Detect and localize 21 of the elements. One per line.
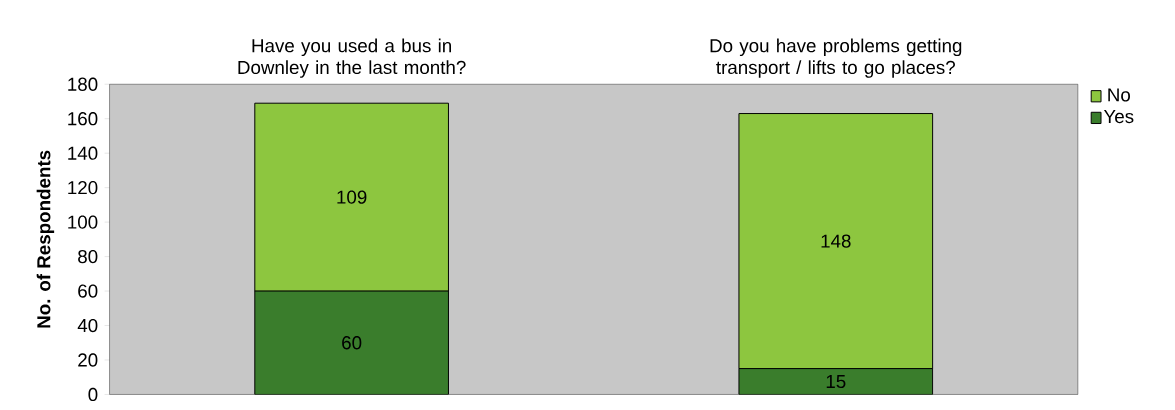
data-label: 148: [821, 234, 851, 248]
y-tick-label: 40: [77, 318, 98, 333]
legend-label: Yes: [1103, 109, 1134, 123]
data-label: 60: [342, 335, 362, 350]
y-axis-title: No. of Respondents: [36, 150, 55, 328]
data-label: 109: [337, 190, 367, 204]
data-label: 15: [826, 374, 846, 388]
y-tick-label: 100: [68, 215, 98, 229]
y-tick-label: 80: [78, 249, 98, 264]
bar: [254, 290, 449, 395]
x-tick-label: Do you have problems getting transport / lifts to go places?: [710, 38, 962, 78]
y-tick-label: 120: [68, 180, 98, 195]
y-tick-label: 20: [78, 353, 98, 367]
y-tick-label: 140: [68, 146, 98, 160]
y-tick-label: 0: [88, 387, 98, 401]
y-tick-label: 60: [78, 284, 98, 298]
x-tick-label: Have you used a bus in Downley in the last month?: [238, 38, 466, 78]
y-tick-label: 160: [68, 111, 98, 126]
bar: [738, 367, 934, 395]
y-tick-label: 180: [68, 77, 98, 91]
legend-label: No: [1108, 88, 1130, 102]
